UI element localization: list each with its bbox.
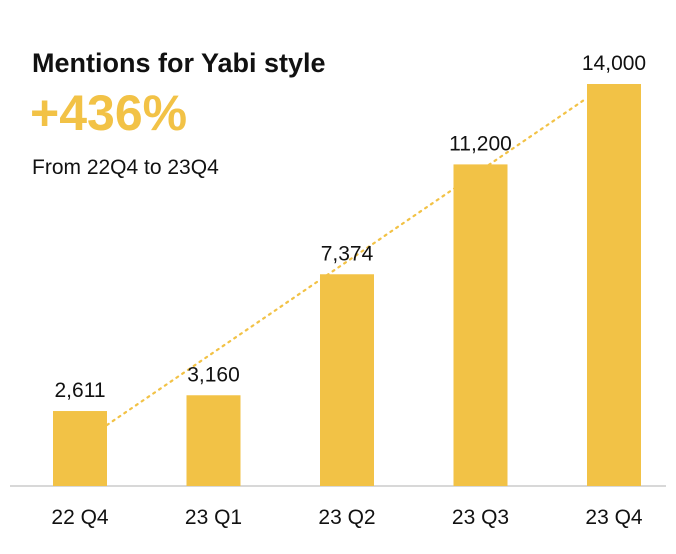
x-tick-label-3: 23 Q3 <box>452 506 509 529</box>
data-label-2: 7,374 <box>321 242 374 265</box>
data-label-0: 2,611 <box>55 379 106 402</box>
growth-stat: +436% <box>30 85 188 141</box>
bar-0 <box>53 411 107 486</box>
chart-title: Mentions for Yabi style <box>32 48 326 78</box>
data-label-1: 3,160 <box>187 363 240 386</box>
data-label-3: 11,200 <box>449 132 512 155</box>
bar-1 <box>186 395 241 486</box>
x-tick-label-1: 23 Q1 <box>185 506 242 529</box>
x-tick-label-0: 22 Q4 <box>51 506 109 529</box>
x-tick-label-2: 23 Q2 <box>318 506 375 529</box>
data-label-4: 14,000 <box>582 52 646 75</box>
bar-2 <box>320 274 374 486</box>
chart-subtitle: From 22Q4 to 23Q4 <box>32 156 219 179</box>
trend-line <box>105 96 589 427</box>
bar-3 <box>453 164 508 486</box>
x-tick-label-4: 23 Q4 <box>585 506 643 529</box>
bar-4 <box>587 84 641 486</box>
